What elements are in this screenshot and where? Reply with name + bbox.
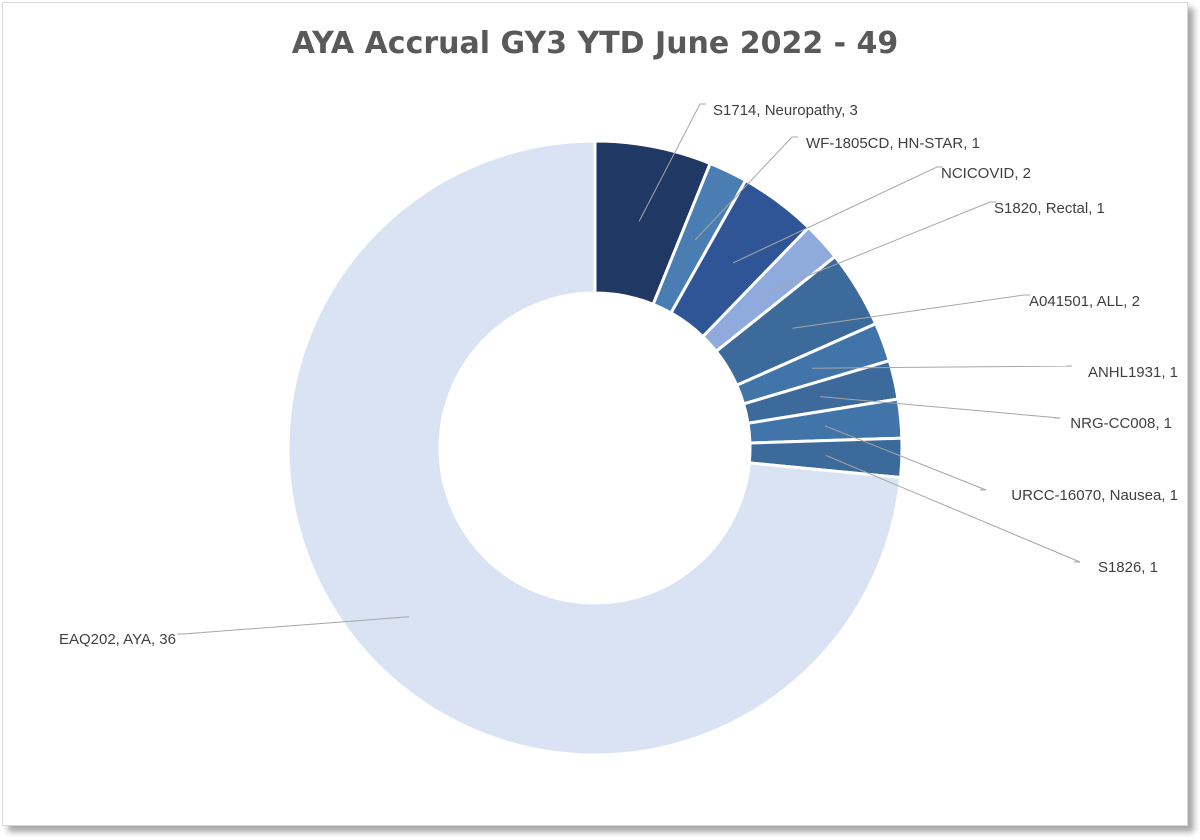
leader-line <box>820 396 1061 419</box>
data-label: EAQ202, AYA, 36 <box>59 631 176 648</box>
data-label: WF-1805CD, HN-STAR, 1 <box>806 135 980 152</box>
data-label: NRG-CC008, 1 <box>1070 415 1172 432</box>
data-label: NCICOVID, 2 <box>941 165 1031 182</box>
leader-line <box>811 365 1073 369</box>
data-label: S1826, 1 <box>1098 559 1158 576</box>
data-label: A041501, ALL, 2 <box>1029 293 1140 310</box>
leader-line <box>638 103 706 222</box>
chart-title: AYA Accrual GY3 YTD June 2022 - 49 <box>291 26 899 61</box>
leader-line <box>732 166 943 264</box>
donut-slice <box>286 139 903 757</box>
data-label: URCC-16070, Nausea, 1 <box>1011 487 1178 504</box>
leader-line <box>694 136 798 241</box>
data-label: ANHL1931, 1 <box>1088 364 1178 381</box>
leader-line <box>765 201 996 294</box>
leader-line <box>177 616 410 635</box>
data-label: S1820, Rectal, 1 <box>994 200 1105 217</box>
data-label: S1714, Neuropathy, 3 <box>713 102 858 119</box>
leader-line <box>792 294 1030 329</box>
leader-line <box>824 425 987 491</box>
leader-line <box>825 454 1081 563</box>
